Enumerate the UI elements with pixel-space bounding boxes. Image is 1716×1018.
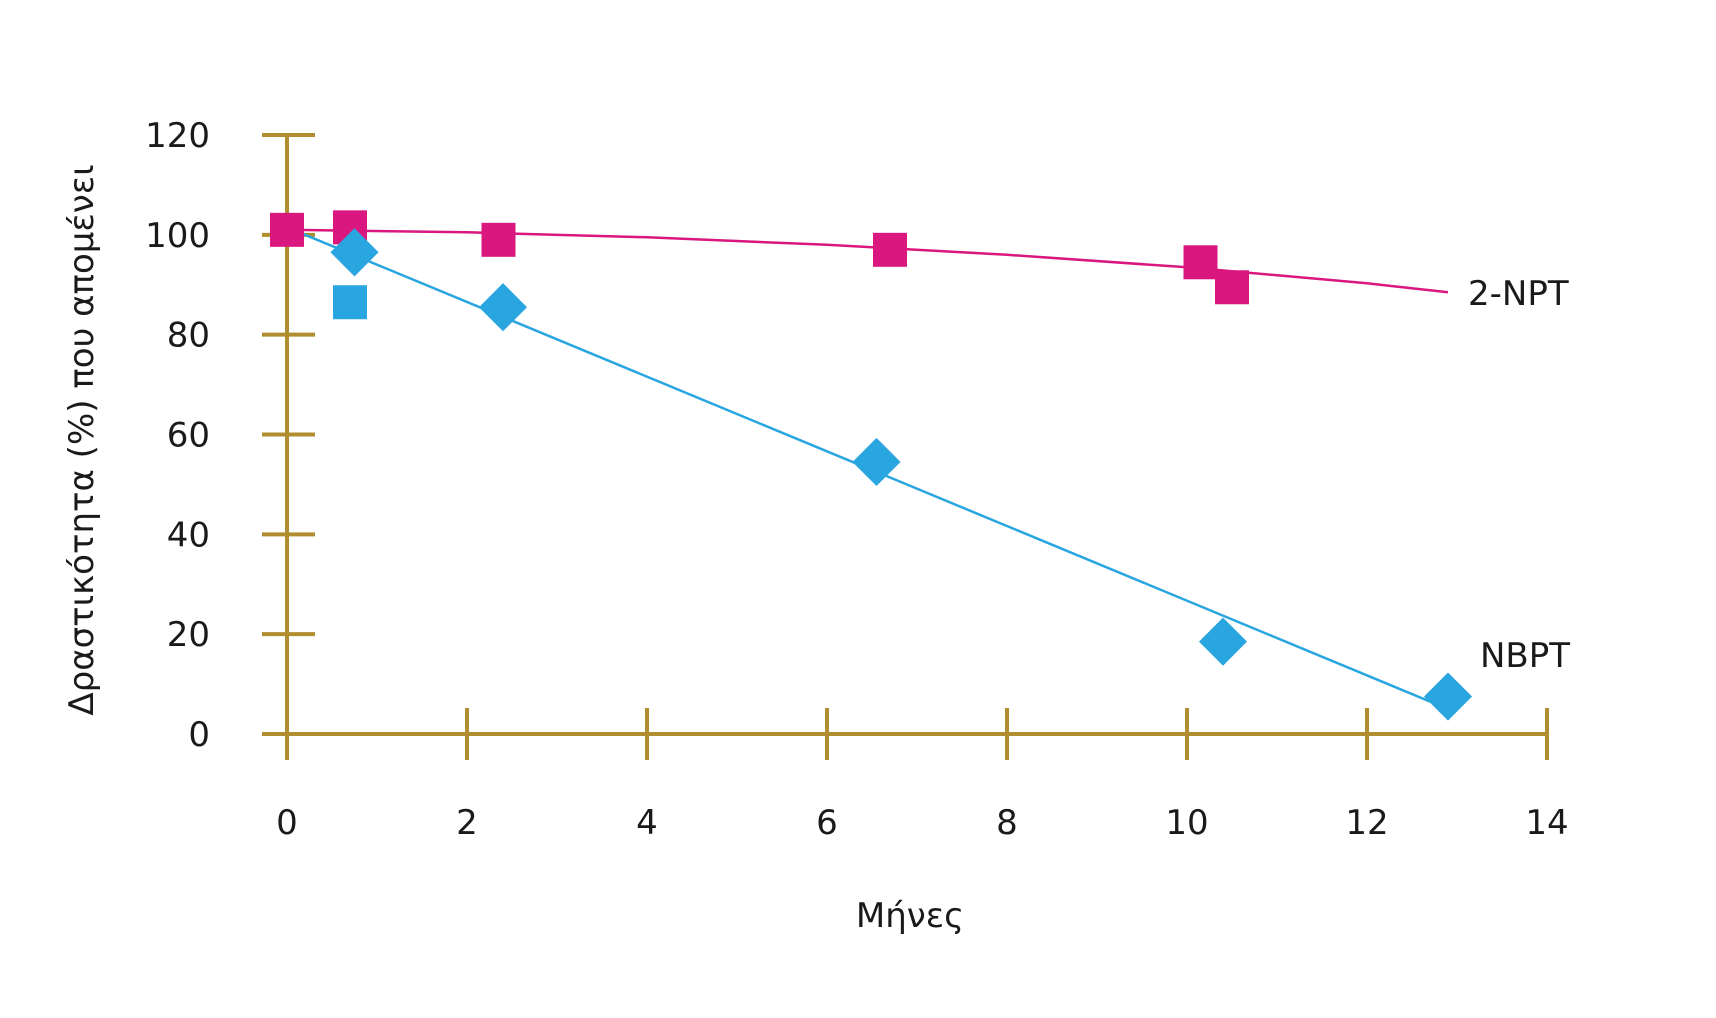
y-tick-label: 100 [145,216,210,256]
data-point-2-npt [270,212,304,247]
tick-labels: 0 20 40 60 80 100 120 0 2 4 6 8 10 12 14 [145,116,1569,843]
x-tick-label: 4 [636,803,658,843]
x-tick-label: 6 [816,803,838,843]
data-point-nbpt [333,285,367,320]
data-point-2-npt [873,232,907,267]
data-point-2-npt [481,222,516,257]
data-point-nbpt [1198,617,1248,666]
data-point-nbpt [478,283,528,332]
x-axis-title: Μήνες [856,896,964,936]
y-axis-title: Δραστικότητα (%) που απομένει [62,164,102,715]
x-tick-label: 12 [1345,803,1388,843]
data-point-2-npt [1215,270,1249,305]
data-point-nbpt [330,228,379,277]
y-tick-label: 120 [145,116,210,156]
x-tick-label: 8 [996,803,1018,843]
data-point-nbpt [1423,672,1473,721]
x-tick-label: 2 [456,803,478,843]
trend-line-2-npt [286,228,1449,294]
y-tick-label: 80 [167,316,210,356]
data-point-2-npt [1183,245,1218,280]
series-label-nbpt: NBPT [1480,636,1570,676]
data-point-nbpt [852,437,901,486]
y-tick-label: 60 [167,416,210,456]
x-tick-label: 0 [276,803,298,843]
x-tick-label: 14 [1525,803,1568,843]
series-label-2-npt: 2-NPT [1468,274,1569,314]
x-tick-label: 10 [1165,803,1208,843]
y-tick-label: 20 [167,615,210,655]
axes [262,133,1549,760]
y-tick-label: 40 [167,515,210,555]
y-tick-label: 0 [188,715,210,755]
